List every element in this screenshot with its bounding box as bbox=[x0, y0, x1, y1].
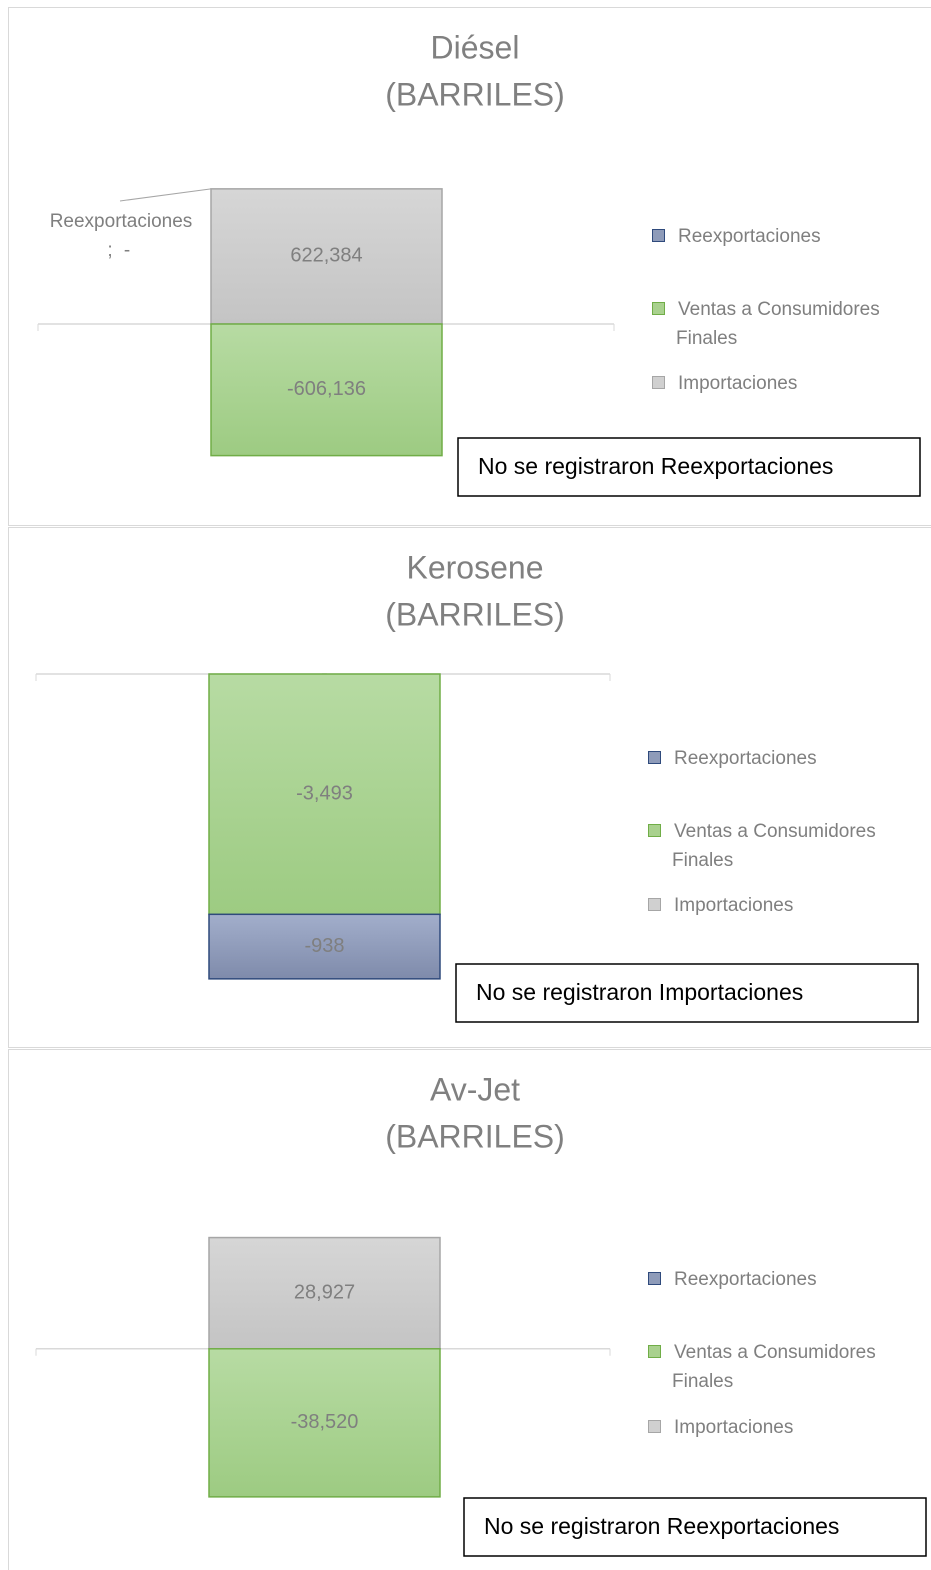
legend-item: Importaciones bbox=[652, 369, 927, 398]
chart-subtitle: (BARRILES) bbox=[385, 596, 565, 632]
legend-item: Importaciones bbox=[648, 1413, 923, 1442]
legend-label: Ventas a Consumidores Finales bbox=[672, 821, 876, 871]
legend-swatch bbox=[648, 1345, 661, 1358]
panel-border bbox=[8, 527, 931, 1048]
data-label-name: Reexportaciones bbox=[50, 211, 193, 232]
bar-segment bbox=[208, 913, 441, 980]
data-label: -606,136 bbox=[287, 378, 366, 400]
legend-swatch bbox=[648, 898, 661, 911]
chart-subtitle: (BARRILES) bbox=[385, 1118, 565, 1154]
legend-label: Importaciones bbox=[678, 373, 798, 394]
legend-swatch bbox=[648, 751, 661, 764]
legend-label: Reexportaciones bbox=[678, 226, 821, 247]
note-box bbox=[455, 963, 919, 1023]
legend-swatch bbox=[652, 229, 665, 242]
legend-label: Ventas a Consumidores Finales bbox=[672, 1342, 876, 1392]
panel-border bbox=[8, 1049, 931, 1570]
chart-subtitle: (BARRILES) bbox=[385, 76, 565, 112]
chart-panel: Kerosene(BARRILES)--3,493-938Reexportaci… bbox=[8, 527, 931, 1048]
chart-title: Av-Jet bbox=[430, 1071, 520, 1107]
data-label: -938 bbox=[304, 935, 344, 957]
data-label: - bbox=[124, 240, 130, 261]
legend-swatch bbox=[652, 302, 665, 315]
legend-swatch bbox=[648, 1272, 661, 1285]
legend-item: Ventas a Consumidores Finales bbox=[648, 817, 923, 875]
legend-entry: Ventas a Consumidores Finales bbox=[648, 817, 923, 875]
data-label: 28,927 bbox=[294, 1281, 355, 1303]
note-text: No se registraron Reexportaciones bbox=[478, 453, 833, 479]
leader-line bbox=[119, 188, 212, 202]
legend-swatch bbox=[648, 824, 661, 837]
legend-entry: Ventas a Consumidores Finales bbox=[648, 1338, 923, 1396]
note-box bbox=[457, 437, 921, 497]
bar-segment bbox=[208, 1236, 441, 1350]
legend-item: Reexportaciones bbox=[648, 1265, 923, 1294]
data-label-separator: ; bbox=[107, 240, 112, 261]
legend-entry: Reexportaciones bbox=[648, 1265, 923, 1294]
bar-segment bbox=[208, 673, 441, 916]
legend-entry: Importaciones bbox=[648, 891, 923, 920]
legend-entry: Reexportaciones bbox=[648, 744, 923, 773]
legend-entry: Importaciones bbox=[648, 1413, 923, 1442]
data-label: -38,520 bbox=[291, 1411, 359, 1433]
note-text: No se registraron Reexportaciones bbox=[484, 1513, 839, 1539]
legend-swatch bbox=[648, 1420, 661, 1433]
bar-segment bbox=[210, 323, 443, 457]
legend-entry: Importaciones bbox=[652, 369, 927, 398]
legend-item: Importaciones bbox=[648, 891, 923, 920]
chart-title: Diésel bbox=[431, 29, 520, 65]
chart-panel: Av-Jet (BARRILES) 28,927 -38,520 Reexportaci… bbox=[8, 1049, 931, 1570]
legend-entry: Ventas a Consumidores Finales bbox=[652, 295, 927, 353]
legend-label: Importaciones bbox=[674, 895, 794, 916]
legend-label: Reexportaciones bbox=[674, 1269, 817, 1290]
note-box bbox=[463, 1497, 927, 1557]
legend-swatch bbox=[652, 376, 665, 389]
legend-label: Reexportaciones bbox=[674, 748, 817, 769]
chart-title: Kerosene bbox=[407, 549, 544, 585]
legend-entry: Reexportaciones bbox=[652, 222, 927, 251]
legend-label: Ventas a Consumidores Finales bbox=[676, 299, 880, 349]
bar-segment bbox=[210, 188, 443, 325]
note-text: No se registraron Importaciones bbox=[476, 979, 803, 1005]
legend-item: Ventas a Consumidores Finales bbox=[652, 295, 927, 353]
data-label: -3,493 bbox=[296, 782, 353, 804]
chart-panel: Diésel (BARRILES) 622,384 -606,136 Reexporta… bbox=[8, 7, 931, 526]
data-label: 622,384 bbox=[290, 245, 362, 267]
legend-item: Reexportaciones bbox=[652, 222, 927, 251]
legend-item: Reexportaciones bbox=[648, 744, 923, 773]
legend-item: Ventas a Consumidores Finales bbox=[648, 1338, 923, 1396]
bar-segment bbox=[208, 1348, 441, 1498]
legend-label: Importaciones bbox=[674, 1417, 794, 1438]
panel-border bbox=[8, 7, 931, 526]
